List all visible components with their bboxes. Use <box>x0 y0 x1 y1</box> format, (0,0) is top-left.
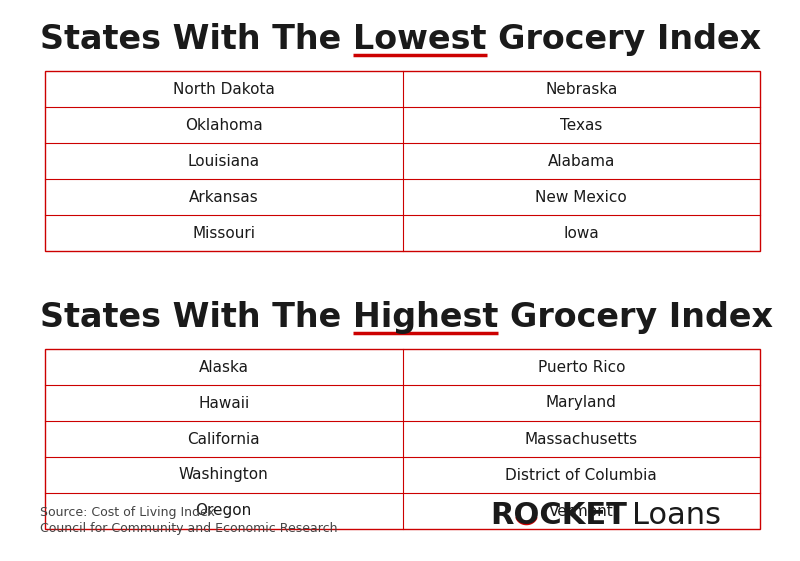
Text: Iowa: Iowa <box>563 226 599 241</box>
Text: New Mexico: New Mexico <box>535 190 627 205</box>
Text: Oregon: Oregon <box>196 504 252 518</box>
Text: States With The Highest Grocery Index: States With The Highest Grocery Index <box>40 301 773 334</box>
Text: Alaska: Alaska <box>198 360 249 375</box>
Text: Louisiana: Louisiana <box>188 154 260 168</box>
Text: Massachusetts: Massachusetts <box>525 431 638 447</box>
Text: Maryland: Maryland <box>546 396 617 411</box>
Text: Vermont: Vermont <box>549 504 614 518</box>
Text: District of Columbia: District of Columbia <box>506 467 657 482</box>
Text: Washington: Washington <box>179 467 269 482</box>
Text: Puerto Rico: Puerto Rico <box>538 360 625 375</box>
Text: Oklahoma: Oklahoma <box>185 117 262 132</box>
Text: Hawaii: Hawaii <box>198 396 250 411</box>
Bar <box>45 71 760 251</box>
Text: North Dakota: North Dakota <box>173 81 274 96</box>
Text: Nebraska: Nebraska <box>545 81 618 96</box>
Text: Loans: Loans <box>632 501 721 530</box>
Text: Missouri: Missouri <box>192 226 255 241</box>
Text: Arkansas: Arkansas <box>189 190 258 205</box>
Text: States With The Lowest Grocery Index: States With The Lowest Grocery Index <box>40 23 761 56</box>
Text: Texas: Texas <box>560 117 602 132</box>
Text: ROCKET: ROCKET <box>490 501 627 530</box>
Text: Alabama: Alabama <box>547 154 615 168</box>
Text: California: California <box>187 431 260 447</box>
Text: Council for Community and Economic Research: Council for Community and Economic Resea… <box>40 522 338 535</box>
Bar <box>45 349 760 529</box>
Text: Source: Cost of Living Index: Source: Cost of Living Index <box>40 506 215 519</box>
